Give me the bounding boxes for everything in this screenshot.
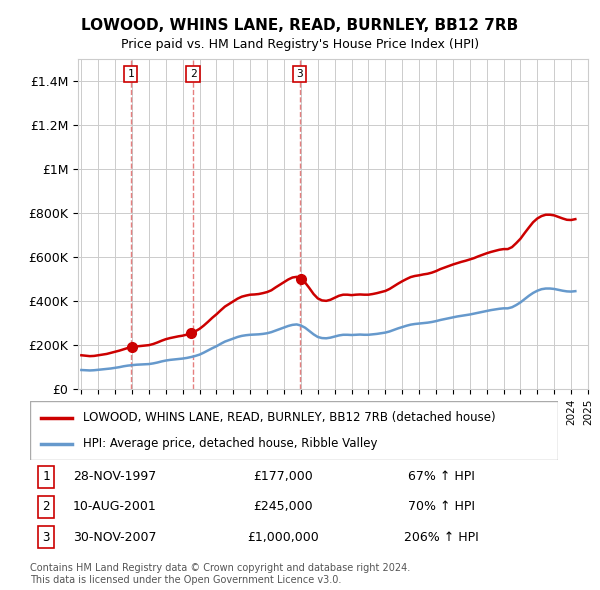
Text: 28-NOV-1997: 28-NOV-1997 — [73, 470, 156, 483]
Text: 2: 2 — [42, 500, 50, 513]
Text: 70% ↑ HPI: 70% ↑ HPI — [409, 500, 475, 513]
Text: 3: 3 — [42, 530, 50, 543]
Text: LOWOOD, WHINS LANE, READ, BURNLEY, BB12 7RB (detached house): LOWOOD, WHINS LANE, READ, BURNLEY, BB12 … — [83, 411, 496, 424]
Text: 3: 3 — [296, 69, 303, 79]
Text: This data is licensed under the Open Government Licence v3.0.: This data is licensed under the Open Gov… — [30, 575, 341, 585]
Text: 67% ↑ HPI: 67% ↑ HPI — [409, 470, 475, 483]
Text: 1: 1 — [127, 69, 134, 79]
FancyBboxPatch shape — [30, 401, 558, 460]
Text: 206% ↑ HPI: 206% ↑ HPI — [404, 530, 479, 543]
Text: 2: 2 — [190, 69, 196, 79]
Text: 30-NOV-2007: 30-NOV-2007 — [73, 530, 156, 543]
Text: Price paid vs. HM Land Registry's House Price Index (HPI): Price paid vs. HM Land Registry's House … — [121, 38, 479, 51]
Text: £177,000: £177,000 — [254, 470, 313, 483]
Text: 10-AUG-2001: 10-AUG-2001 — [73, 500, 157, 513]
Text: Contains HM Land Registry data © Crown copyright and database right 2024.: Contains HM Land Registry data © Crown c… — [30, 563, 410, 573]
Text: LOWOOD, WHINS LANE, READ, BURNLEY, BB12 7RB: LOWOOD, WHINS LANE, READ, BURNLEY, BB12 … — [82, 18, 518, 32]
Text: £245,000: £245,000 — [254, 500, 313, 513]
Text: 1: 1 — [42, 470, 50, 483]
Text: HPI: Average price, detached house, Ribble Valley: HPI: Average price, detached house, Ribb… — [83, 437, 377, 450]
Text: £1,000,000: £1,000,000 — [248, 530, 319, 543]
